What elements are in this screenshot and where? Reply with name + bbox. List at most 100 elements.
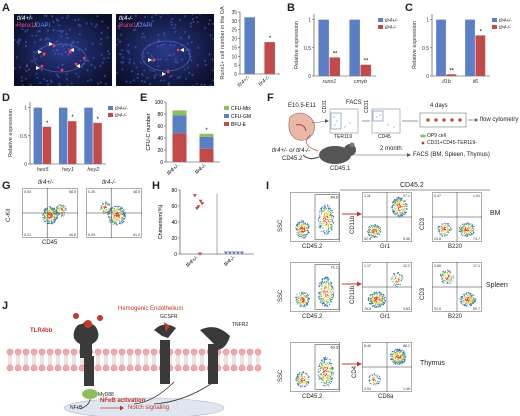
x-tick-label: il1b [442, 79, 451, 85]
legend-swatch [492, 18, 497, 22]
j-title: Hemogenic Endothelium [118, 306, 184, 312]
quadrant-value: 50.7 [473, 307, 480, 311]
f-gate-x1: TER119 [334, 134, 352, 140]
y-axis-label: Runx1+ cell number in the DA [220, 6, 226, 80]
i-bm2-x: Gr1 [380, 244, 391, 250]
density-cloud [439, 269, 477, 307]
bar [264, 42, 275, 74]
legend-label: tlr4-/- [499, 25, 511, 31]
panel-label-d: D [2, 92, 10, 104]
density-cloud [367, 196, 408, 239]
f-gate-y1: CD31 [322, 100, 328, 113]
quadrant-value: 6.40 [364, 344, 371, 348]
i-row-thymus: Thymus [420, 360, 445, 367]
legend-swatch [492, 25, 497, 29]
x-tick-label: il6 [473, 79, 479, 85]
data-point [231, 251, 236, 255]
signaling-diagram-j [6, 313, 262, 416]
quadrant-value: 88.1 [403, 344, 410, 348]
quadrant-value: 23.8 [434, 237, 441, 241]
quadrant-value: 1.11 [364, 194, 371, 198]
quadrant-value: 4.04 [364, 387, 371, 391]
quadrant-value: 0.26 [88, 190, 95, 194]
y-axis-label: CFU-C number [146, 113, 152, 150]
quadrant-value: 9.83 [403, 307, 410, 311]
f-op9: OP9 cell [427, 133, 446, 139]
chart-d: 0 0.5 1 Relative expression * hes5 * hey1 * hey2 t… [8, 102, 128, 173]
f-culture-days: 4 days [430, 103, 448, 109]
x-tick-label: hes5 [37, 167, 50, 173]
bar [446, 74, 457, 76]
y-tick-label: 0 [308, 74, 311, 80]
y-tick-label: 20 [157, 148, 163, 154]
stacked-bar-segment [172, 110, 187, 116]
x-tick-label: cmyb [354, 79, 367, 85]
y-tick-label: 0 [174, 252, 177, 258]
micrograph-het: tlr4+/- Runx1/DAPI [14, 14, 112, 86]
panel-label-j: J [2, 300, 9, 312]
bar [244, 17, 255, 74]
significance-label: * [71, 115, 74, 121]
y-axis-label: Chimerism(%) [158, 204, 164, 239]
legend-swatch [378, 18, 383, 22]
i-sp1-x: CD45.2 [302, 314, 323, 320]
data-point [196, 205, 201, 209]
j-myd88: MyD88 [98, 392, 114, 398]
i-bm1-y: SSC [278, 219, 284, 232]
quadrant-value: 0.29 [88, 233, 95, 237]
y-tick-label: 20 [171, 236, 177, 242]
gate-value: 63.3 [331, 346, 338, 350]
density-cloud [295, 276, 335, 308]
y-tick-label: 80 [171, 188, 177, 194]
x-tick-label: tlr4-/- [258, 75, 272, 88]
facs-bm-cd45: 64.0 [290, 192, 340, 242]
i-row-bm: BM [490, 210, 501, 217]
bar [33, 107, 43, 164]
gate-value: 64.0 [331, 196, 338, 200]
f-recipient: CD45.1 [330, 166, 351, 172]
panel-label-b: B [287, 2, 295, 14]
y-tick-label: 0 [24, 162, 27, 168]
panel-label-a: A [2, 2, 10, 14]
f-facs: FACS [346, 100, 362, 106]
y-tick-label: 100 [155, 100, 164, 106]
i-th1-x: CD45.2 [302, 394, 323, 400]
i-sp3-x: B220 [448, 314, 463, 320]
facs-spleen-lymphoid: 0.66 17.1 31.5 50.7 [432, 262, 482, 312]
micrograph-ko-pattern [116, 14, 214, 86]
tlr4-receptor-icon [73, 313, 103, 386]
i-sp1-y: SSC [278, 289, 284, 302]
f-time: 2 month [380, 146, 402, 152]
chart-b: 0 0.5 1 Relative expression ** runx1 ** cmyb tlr… [294, 14, 398, 85]
quadrant-value: 48.5 [133, 190, 140, 194]
x-tick-label: tlr4+/- [237, 75, 252, 89]
data-point [198, 199, 203, 203]
i-th2-x: CD8a [378, 394, 394, 400]
micrograph-ko: tlr4-/- Runx1/DAPI [116, 14, 214, 86]
mouse-icon [302, 142, 356, 164]
j-gcsfr: GCSFR [160, 314, 178, 320]
significance-label: ** [333, 51, 338, 57]
legend-label: tlr4+/- [385, 18, 398, 24]
significance-label: * [269, 36, 272, 42]
y-tick-label: 30 [231, 19, 237, 25]
gate-box [314, 194, 340, 240]
x-tick-label: tlr4+/- [185, 255, 200, 269]
quadrant-value: 76.8 [364, 307, 371, 311]
stacked-bar-segment [199, 148, 214, 162]
y-tick-label: 35 [231, 10, 237, 16]
y-tick-label: 25 [231, 28, 237, 34]
micrograph-ko-genotype: tlr4-/- [119, 16, 133, 22]
density-cloud [295, 356, 334, 388]
micrograph-het-pattern [14, 14, 112, 86]
i-header: CD45.2 [400, 182, 424, 189]
density-cloud [368, 348, 407, 386]
panel-label-h: H [152, 180, 160, 192]
quadrant-value: 0.53 [24, 190, 31, 194]
facs-plot-g-ko: 0.26 48.5 0.29 51.0 [86, 188, 142, 238]
legend-label: tlr4+/- [499, 18, 512, 24]
legend-swatch [224, 106, 229, 110]
legend-label: tlr4+/- [115, 106, 128, 112]
bar [68, 121, 77, 164]
x-tick-label: hey1 [62, 167, 74, 173]
